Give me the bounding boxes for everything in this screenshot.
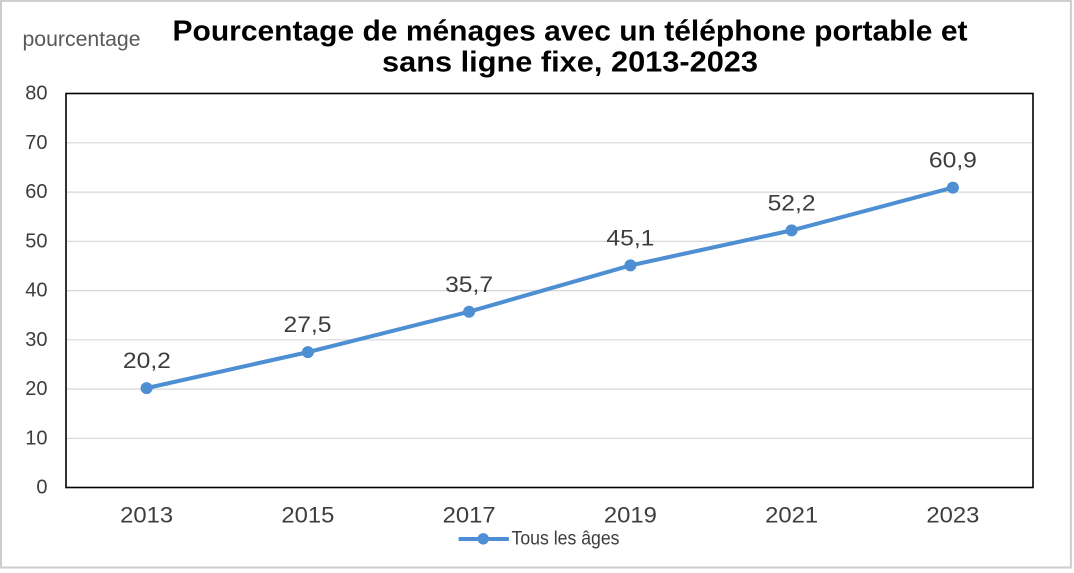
svg-text:2015: 2015	[281, 503, 334, 528]
svg-text:2013: 2013	[120, 503, 173, 528]
svg-text:35,7: 35,7	[445, 272, 493, 297]
svg-text:52,2: 52,2	[768, 191, 816, 216]
svg-text:20: 20	[25, 378, 47, 400]
svg-text:2023: 2023	[926, 503, 979, 528]
svg-text:2017: 2017	[443, 503, 496, 528]
svg-text:60,9: 60,9	[929, 148, 977, 173]
svg-text:40: 40	[25, 280, 47, 302]
svg-text:50: 50	[25, 230, 47, 252]
svg-text:30: 30	[25, 329, 47, 351]
svg-text:2019: 2019	[604, 503, 657, 528]
svg-text:0: 0	[36, 477, 47, 499]
svg-text:sans ligne fixe, 2013-2023: sans ligne fixe, 2013-2023	[382, 46, 758, 78]
svg-text:60: 60	[25, 181, 47, 203]
svg-text:70: 70	[25, 132, 47, 154]
svg-text:80: 80	[25, 83, 47, 105]
svg-text:20,2: 20,2	[123, 348, 171, 373]
svg-text:Pourcentage de ménages avec un: Pourcentage de ménages avec un téléphone…	[173, 16, 969, 48]
svg-text:pourcentage: pourcentage	[23, 28, 141, 51]
svg-text:10: 10	[25, 427, 47, 449]
svg-text:2021: 2021	[765, 503, 818, 528]
svg-text:Tous les âges: Tous les âges	[512, 529, 620, 550]
svg-text:45,1: 45,1	[606, 226, 654, 251]
svg-text:27,5: 27,5	[284, 312, 332, 337]
